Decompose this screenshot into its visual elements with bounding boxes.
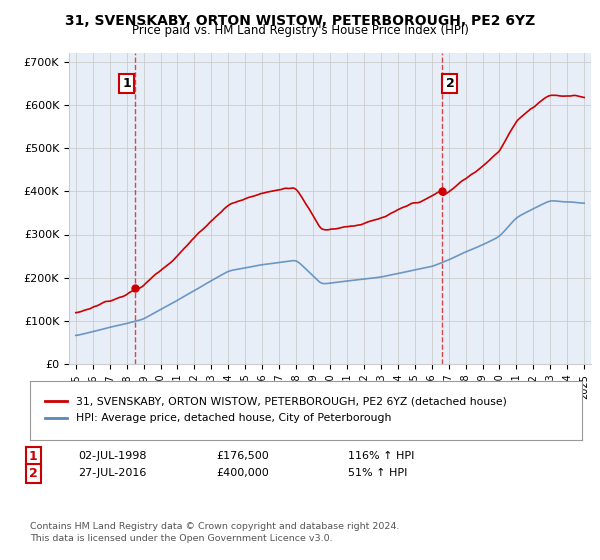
Text: 02-JUL-1998: 02-JUL-1998 [78, 451, 146, 461]
Text: £176,500: £176,500 [216, 451, 269, 461]
Text: 31, SVENSKABY, ORTON WISTOW, PETERBOROUGH, PE2 6YZ: 31, SVENSKABY, ORTON WISTOW, PETERBOROUG… [65, 14, 535, 28]
Text: 27-JUL-2016: 27-JUL-2016 [78, 468, 146, 478]
Text: £400,000: £400,000 [216, 468, 269, 478]
Text: 51% ↑ HPI: 51% ↑ HPI [348, 468, 407, 478]
Text: 1: 1 [122, 77, 131, 90]
Text: 1: 1 [29, 450, 37, 463]
Text: 2: 2 [446, 77, 454, 90]
Text: 2: 2 [29, 466, 37, 480]
Legend: 31, SVENSKABY, ORTON WISTOW, PETERBOROUGH, PE2 6YZ (detached house), HPI: Averag: 31, SVENSKABY, ORTON WISTOW, PETERBOROUG… [41, 393, 511, 428]
Text: Contains HM Land Registry data © Crown copyright and database right 2024.
This d: Contains HM Land Registry data © Crown c… [30, 522, 400, 543]
Text: Price paid vs. HM Land Registry's House Price Index (HPI): Price paid vs. HM Land Registry's House … [131, 24, 469, 37]
Text: 116% ↑ HPI: 116% ↑ HPI [348, 451, 415, 461]
